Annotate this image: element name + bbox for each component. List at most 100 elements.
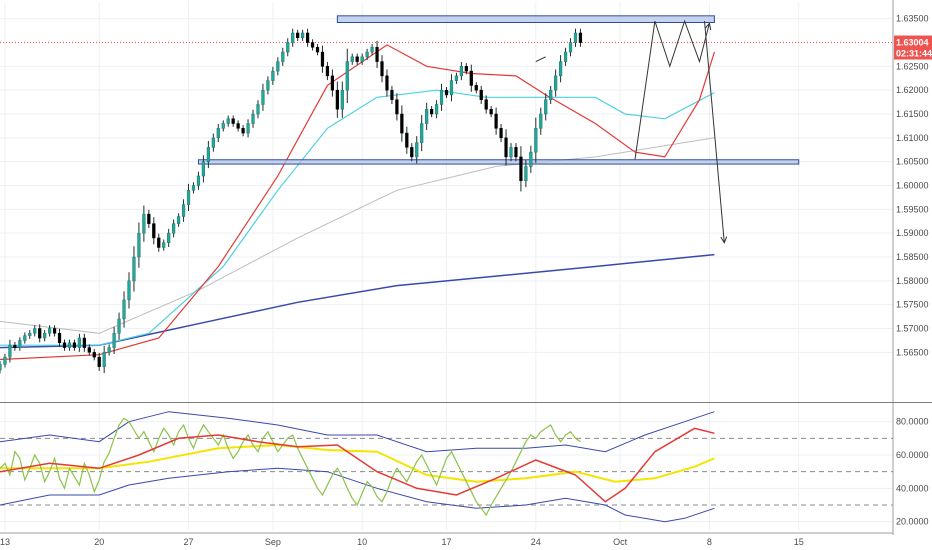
candle [301, 29, 305, 41]
candle-body [181, 204, 186, 217]
candle [544, 93, 548, 121]
candle-body [554, 75, 558, 91]
candle [479, 85, 483, 105]
candle [504, 129, 508, 166]
candle [211, 133, 215, 152]
candle-body [132, 256, 136, 282]
x-tick-label: Oct [613, 537, 628, 547]
candle [439, 83, 444, 111]
candle [444, 86, 449, 99]
candle [72, 339, 77, 351]
candle-body [454, 75, 459, 81]
candle-body [57, 333, 62, 344]
oscillator [0, 411, 893, 523]
candle-body [335, 89, 339, 110]
candle-body [420, 123, 424, 143]
candle-body [375, 47, 379, 62]
candle-body [147, 213, 151, 224]
candle [549, 85, 553, 105]
projection-arrow [634, 19, 709, 160]
candle [315, 44, 320, 56]
candle-body [360, 56, 364, 62]
rsi-ma-line [0, 427, 715, 503]
candle-body [286, 42, 290, 53]
y-tick-label: 1.60500 [896, 157, 929, 167]
candle [494, 107, 498, 135]
candle [122, 291, 126, 328]
candle [236, 120, 240, 132]
candle-body [8, 344, 12, 358]
projection-arrow [704, 21, 725, 243]
x-tick-label: 27 [184, 537, 194, 547]
candle [67, 339, 72, 351]
candle-body [320, 51, 325, 67]
candle-body [231, 118, 235, 124]
oscillator-tick-label: 60.0000 [896, 450, 929, 460]
candle [291, 28, 295, 47]
candle [0, 361, 2, 374]
candle-body [430, 108, 434, 115]
rsi-line [0, 417, 581, 517]
candle-body [449, 80, 454, 96]
candle-body [296, 32, 300, 38]
candle-body [266, 80, 270, 91]
candle [296, 29, 300, 41]
candle [395, 93, 399, 121]
candle [340, 81, 344, 118]
candle [405, 126, 409, 154]
candle-body [33, 328, 37, 334]
candle [47, 325, 52, 337]
candle-body [97, 356, 101, 367]
x-tick-label: 24 [531, 537, 541, 547]
candle [449, 74, 454, 102]
candle-body [489, 108, 493, 115]
candle [33, 325, 37, 337]
candle [286, 38, 290, 57]
candle-body [157, 237, 161, 248]
candle [87, 344, 91, 356]
candle-body [186, 190, 191, 205]
y-tick-label: 1.56500 [896, 347, 929, 357]
candle-body [216, 128, 220, 139]
candle-body [301, 32, 305, 38]
candle [191, 182, 196, 194]
candle [216, 124, 220, 143]
candle [276, 57, 280, 76]
candle [226, 115, 230, 127]
sma-100-line [0, 137, 715, 334]
candle-body [92, 352, 96, 358]
candle [142, 205, 146, 242]
y-tick-label: 1.63500 [896, 14, 929, 24]
candle-body [330, 75, 335, 91]
candle [281, 47, 285, 66]
candle-body [221, 123, 225, 129]
candle [474, 82, 478, 94]
candle-body [271, 70, 275, 81]
candle-body [305, 32, 310, 43]
candle-body [162, 242, 166, 248]
candle-body [350, 56, 354, 62]
candle-body [43, 333, 47, 339]
candle [112, 326, 116, 355]
candle-body [0, 364, 2, 371]
candle-body [206, 147, 210, 162]
candle [82, 333, 86, 352]
candle [430, 106, 434, 118]
candle-body [578, 32, 583, 43]
y-tick-label: 1.62500 [896, 61, 929, 71]
candle-body [405, 132, 409, 148]
candle [529, 145, 533, 173]
candle-body [504, 137, 508, 158]
candle [563, 47, 568, 66]
candle [385, 69, 389, 97]
candle [380, 55, 384, 83]
candle-body [514, 147, 518, 158]
y-tick-label: 1.58000 [896, 276, 929, 286]
candle-body [519, 156, 523, 181]
candle-body [72, 342, 77, 348]
candle [186, 183, 191, 212]
candle-body [400, 113, 404, 134]
